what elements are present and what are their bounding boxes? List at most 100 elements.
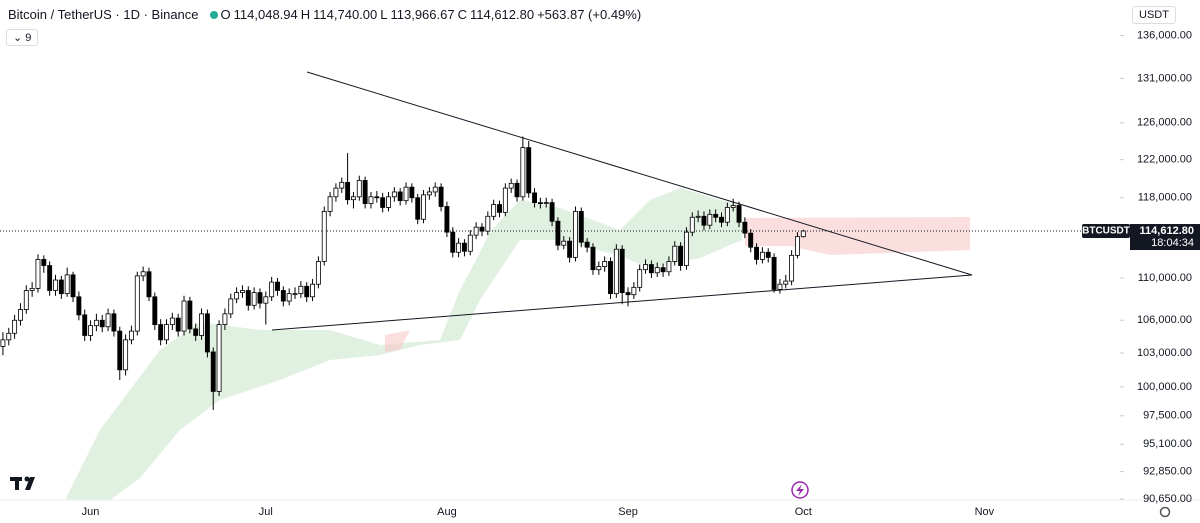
- candle-body: [537, 202, 543, 205]
- candle-body: [654, 267, 660, 274]
- tradingview-logo: [10, 476, 35, 490]
- candle-body: [204, 313, 210, 353]
- candle-body: [409, 186, 415, 199]
- candle-body: [438, 186, 444, 207]
- candle-body: [374, 196, 380, 199]
- ohlc-value: 113,966.67: [390, 7, 455, 22]
- candle-body: [240, 290, 245, 293]
- candle-body: [567, 240, 573, 258]
- candle-body: [450, 231, 456, 253]
- candle-body: [76, 296, 82, 316]
- y-tick-label: 103,000.00: [1137, 347, 1192, 359]
- candle-body: [648, 264, 654, 274]
- candle-body: [543, 202, 549, 205]
- countdown: 18:04:34: [1151, 237, 1194, 249]
- candle-body: [508, 182, 514, 189]
- candle-body: [193, 328, 199, 336]
- candle-body: [391, 191, 397, 198]
- candle-body: [660, 267, 666, 273]
- y-tick-label: 136,000.00: [1137, 29, 1192, 41]
- settings-icon[interactable]: [1159, 506, 1171, 518]
- candle-body: [222, 313, 228, 325]
- symbol[interactable]: Bitcoin / TetherUS · 1D · Binance: [8, 7, 199, 22]
- candle-body: [514, 182, 520, 198]
- y-tick-label: 100,000.00: [1137, 381, 1192, 393]
- x-tick-label: Jun: [82, 506, 100, 518]
- candle-body: [368, 196, 374, 204]
- candle-body: [584, 241, 590, 248]
- ohlc-value: 114,048.94: [233, 7, 298, 22]
- candle-body: [99, 319, 105, 328]
- ichimoku-cloud-green: [65, 188, 742, 500]
- candle-body: [462, 242, 467, 252]
- candle-body: [351, 196, 356, 201]
- x-tick-label: Sep: [618, 506, 638, 518]
- trendline-upper: [306, 71, 973, 276]
- candle-body: [269, 281, 275, 298]
- candle-body: [234, 292, 240, 300]
- x-tick-label: Jul: [259, 506, 273, 518]
- candle-body: [356, 180, 362, 198]
- candle-body: [292, 293, 298, 296]
- currency-button[interactable]: USDT: [1132, 6, 1176, 24]
- candle-body: [707, 213, 713, 226]
- candle-body: [789, 254, 795, 282]
- y-tick-label: 97,500.00: [1143, 410, 1192, 422]
- candle-body: [678, 245, 684, 266]
- candle-body: [88, 325, 93, 336]
- candle-body: [111, 313, 117, 332]
- candle-body: [777, 283, 783, 290]
- candle-body: [158, 324, 164, 341]
- candle-body: [339, 181, 345, 189]
- ohlc-letter: H: [300, 7, 311, 22]
- candle-body: [602, 261, 608, 267]
- candle-body: [53, 279, 58, 291]
- y-tick-label: 106,000.00: [1137, 314, 1192, 326]
- candle-body: [386, 196, 391, 208]
- candle-body: [29, 287, 35, 291]
- candle-body: [613, 248, 619, 295]
- candle-body: [432, 186, 438, 193]
- candle-body: [199, 313, 204, 336]
- candle-body: [456, 242, 462, 253]
- candle-body: [783, 280, 789, 285]
- candle-body: [730, 205, 736, 208]
- candle-body: [771, 256, 777, 290]
- candle-body: [362, 180, 368, 204]
- ichimoku-cloud-red: [385, 330, 410, 352]
- x-tick-label: Aug: [437, 506, 457, 518]
- candle-body: [421, 194, 426, 220]
- candle-body: [70, 274, 76, 298]
- y-tick-label: 118,000.00: [1138, 192, 1192, 204]
- candle-body: [742, 221, 748, 234]
- candle-body: [327, 196, 333, 212]
- candle-body: [345, 181, 351, 201]
- indicators-toggle[interactable]: ⌄ 9: [6, 29, 39, 46]
- candle-body: [181, 300, 187, 332]
- candle-body: [748, 232, 754, 248]
- candle-body: [549, 202, 555, 222]
- candle-body: [304, 285, 310, 298]
- ohlc-letter: C: [457, 7, 467, 22]
- candle-body: [467, 234, 473, 252]
- symbol-tag-box: [1082, 224, 1130, 239]
- status-dot: [209, 11, 218, 19]
- candle-body: [520, 147, 526, 198]
- candle-body: [251, 292, 257, 306]
- ichimoku-cloud-red: [745, 217, 970, 255]
- y-tick-label: 95,100.00: [1143, 438, 1192, 450]
- x-tick-label: Oct: [795, 506, 812, 518]
- candle-body: [724, 207, 730, 223]
- candle-body: [765, 251, 771, 258]
- candle-body: [497, 204, 502, 213]
- lightning-icon[interactable]: [791, 481, 809, 499]
- candle-body: [134, 275, 140, 332]
- last-price-label: 114,612.80: [1140, 225, 1194, 237]
- candle-body: [713, 213, 719, 218]
- candle-body: [701, 215, 707, 226]
- y-tick-label: 126,000.00: [1137, 117, 1192, 129]
- candle-body: [631, 286, 637, 296]
- candle-body: [596, 266, 602, 271]
- ohlc-value: 114,612.80: [469, 7, 535, 22]
